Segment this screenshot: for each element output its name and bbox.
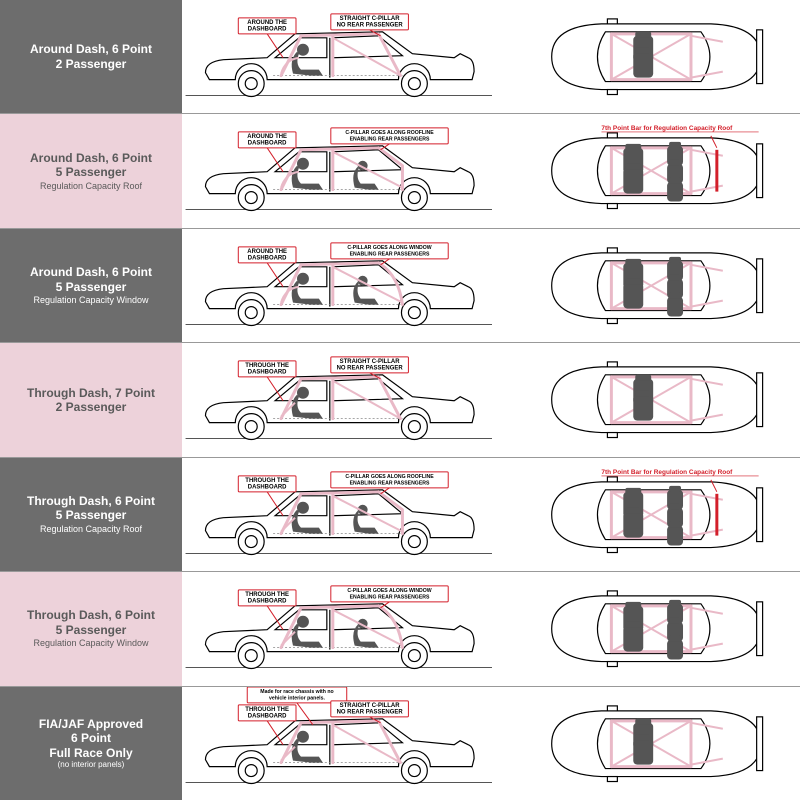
svg-text:THROUGH THE: THROUGH THE xyxy=(245,478,289,484)
svg-text:STRAIGHT C-PILLAR: STRAIGHT C-PILLAR xyxy=(340,359,401,365)
row-subtitle: 6 Point xyxy=(71,731,111,745)
row-note: Regulation Capacity Roof xyxy=(40,525,142,535)
svg-text:AROUND THE: AROUND THE xyxy=(247,20,287,26)
row-note: Regulation Capacity Window xyxy=(33,639,148,649)
config-row-r4: Through Dash, 7 Point2 PassengerTHROUGH … xyxy=(0,343,800,457)
svg-text:C-PILLAR GOES ALONG ROOFLINE: C-PILLAR GOES ALONG ROOFLINE xyxy=(345,130,434,136)
car-diagram-svg: THROUGH THEDASHBOARD Made for race chassi… xyxy=(182,687,800,800)
car-diagram-svg: AROUND THEDASHBOARD C-PILLAR GOES ALONG W… xyxy=(182,229,800,342)
rollcage-comparison-chart: Around Dash, 6 Point2 PassengerAROUND TH… xyxy=(0,0,800,800)
svg-text:DASHBOARD: DASHBOARD xyxy=(248,484,287,490)
row-subtitle: 5 Passenger xyxy=(56,165,127,179)
row-title: FIA/JAF Approved xyxy=(39,717,143,731)
svg-text:vehicle interior panels.: vehicle interior panels. xyxy=(269,695,325,701)
svg-text:NO REAR PASSENGER: NO REAR PASSENGER xyxy=(337,709,404,715)
svg-text:C-PILLAR GOES ALONG WINDOW: C-PILLAR GOES ALONG WINDOW xyxy=(347,588,431,594)
svg-text:DASHBOARD: DASHBOARD xyxy=(248,713,287,719)
svg-text:NO REAR PASSENGER: NO REAR PASSENGER xyxy=(337,366,404,372)
config-row-r5: Through Dash, 6 Point5 Passenger Regulati… xyxy=(0,458,800,572)
row-label: FIA/JAF Approved6 PointFull Race Only(no… xyxy=(0,687,182,800)
config-row-r7: FIA/JAF Approved6 PointFull Race Only(no… xyxy=(0,687,800,800)
row-label: Around Dash, 6 Point2 Passenger xyxy=(0,0,182,113)
row-label: Through Dash, 6 Point5 Passenger Regulati… xyxy=(0,458,182,571)
row-diagram: AROUND THEDASHBOARD C-PILLAR GOES ALONG W… xyxy=(182,229,800,342)
svg-text:THROUGH THE: THROUGH THE xyxy=(245,363,289,369)
svg-text:THROUGH THE: THROUGH THE xyxy=(245,706,289,712)
car-diagram-svg: THROUGH THEDASHBOARD C-PILLAR GOES ALONG … xyxy=(182,572,800,685)
row-subtitle: 2 Passenger xyxy=(56,400,127,414)
row-note: Full Race Only xyxy=(49,746,132,760)
row-note: Regulation Capacity Roof xyxy=(40,182,142,192)
svg-text:DASHBOARD: DASHBOARD xyxy=(248,255,287,261)
svg-text:ENABLING REAR PASSENGERS: ENABLING REAR PASSENGERS xyxy=(350,137,430,143)
svg-text:ENABLING REAR PASSENGERS: ENABLING REAR PASSENGERS xyxy=(350,251,430,257)
config-row-r3: Around Dash, 6 Point5 Passenger Regulatio… xyxy=(0,229,800,343)
row-title: Around Dash, 6 Point xyxy=(30,265,152,279)
row-diagram: AROUND THEDASHBOARD STRAIGHT C-PILLARNO R… xyxy=(182,0,800,113)
row-title: Through Dash, 6 Point xyxy=(27,494,155,508)
config-row-r2: Around Dash, 6 Point5 Passenger Regulatio… xyxy=(0,114,800,228)
svg-text:Made for race chassis with no: Made for race chassis with no xyxy=(260,689,333,695)
svg-text:STRAIGHT C-PILLAR: STRAIGHT C-PILLAR xyxy=(340,16,401,22)
svg-text:AROUND THE: AROUND THE xyxy=(247,249,287,255)
config-row-r6: Through Dash, 6 Point5 Passenger Regulati… xyxy=(0,572,800,686)
row-label: Through Dash, 6 Point5 Passenger Regulati… xyxy=(0,572,182,685)
svg-text:C-PILLAR GOES ALONG ROOFLINE: C-PILLAR GOES ALONG ROOFLINE xyxy=(345,474,434,480)
row-note-2: (no interior panels) xyxy=(58,761,125,770)
svg-text:ENABLING REAR PASSENGERS: ENABLING REAR PASSENGERS xyxy=(350,594,430,600)
svg-text:STRAIGHT C-PILLAR: STRAIGHT C-PILLAR xyxy=(340,702,401,708)
row-subtitle: 5 Passenger xyxy=(56,280,127,294)
row-label: Through Dash, 7 Point2 Passenger xyxy=(0,343,182,456)
row-diagram: THROUGH THEDASHBOARD STRAIGHT C-PILLARNO … xyxy=(182,343,800,456)
svg-text:NO REAR PASSENGER: NO REAR PASSENGER xyxy=(337,22,404,28)
row-label: Around Dash, 6 Point5 Passenger Regulatio… xyxy=(0,114,182,227)
row-title: Around Dash, 6 Point xyxy=(30,42,152,56)
car-diagram-svg: THROUGH THEDASHBOARD C-PILLAR GOES ALONG … xyxy=(182,458,800,571)
row-diagram: AROUND THEDASHBOARD C-PILLAR GOES ALONG R… xyxy=(182,114,800,227)
row-subtitle: 5 Passenger xyxy=(56,508,127,522)
svg-text:AROUND THE: AROUND THE xyxy=(247,134,287,140)
svg-text:7th Point Bar for Regulation C: 7th Point Bar for Regulation Capacity Ro… xyxy=(601,469,733,476)
svg-text:ENABLING REAR PASSENGERS: ENABLING REAR PASSENGERS xyxy=(350,480,430,486)
svg-text:DASHBOARD: DASHBOARD xyxy=(248,370,287,376)
row-diagram: THROUGH THEDASHBOARD C-PILLAR GOES ALONG … xyxy=(182,458,800,571)
car-diagram-svg: AROUND THEDASHBOARD STRAIGHT C-PILLARNO R… xyxy=(182,0,800,113)
car-diagram-svg: THROUGH THEDASHBOARD STRAIGHT C-PILLARNO … xyxy=(182,343,800,456)
svg-text:C-PILLAR GOES ALONG WINDOW: C-PILLAR GOES ALONG WINDOW xyxy=(347,245,431,251)
config-row-r1: Around Dash, 6 Point2 PassengerAROUND TH… xyxy=(0,0,800,114)
svg-text:DASHBOARD: DASHBOARD xyxy=(248,598,287,604)
row-label: Around Dash, 6 Point5 Passenger Regulatio… xyxy=(0,229,182,342)
svg-text:7th Point Bar for Regulation C: 7th Point Bar for Regulation Capacity Ro… xyxy=(601,125,733,132)
row-diagram: THROUGH THEDASHBOARD C-PILLAR GOES ALONG … xyxy=(182,572,800,685)
row-subtitle: 2 Passenger xyxy=(56,57,127,71)
svg-text:DASHBOARD: DASHBOARD xyxy=(248,141,287,147)
row-title: Through Dash, 6 Point xyxy=(27,608,155,622)
svg-text:DASHBOARD: DASHBOARD xyxy=(248,26,287,32)
row-title: Through Dash, 7 Point xyxy=(27,386,155,400)
row-title: Around Dash, 6 Point xyxy=(30,151,152,165)
row-note: Regulation Capacity Window xyxy=(33,296,148,306)
row-subtitle: 5 Passenger xyxy=(56,623,127,637)
svg-text:THROUGH THE: THROUGH THE xyxy=(245,592,289,598)
car-diagram-svg: AROUND THEDASHBOARD C-PILLAR GOES ALONG R… xyxy=(182,114,800,227)
row-diagram: THROUGH THEDASHBOARD Made for race chassi… xyxy=(182,687,800,800)
